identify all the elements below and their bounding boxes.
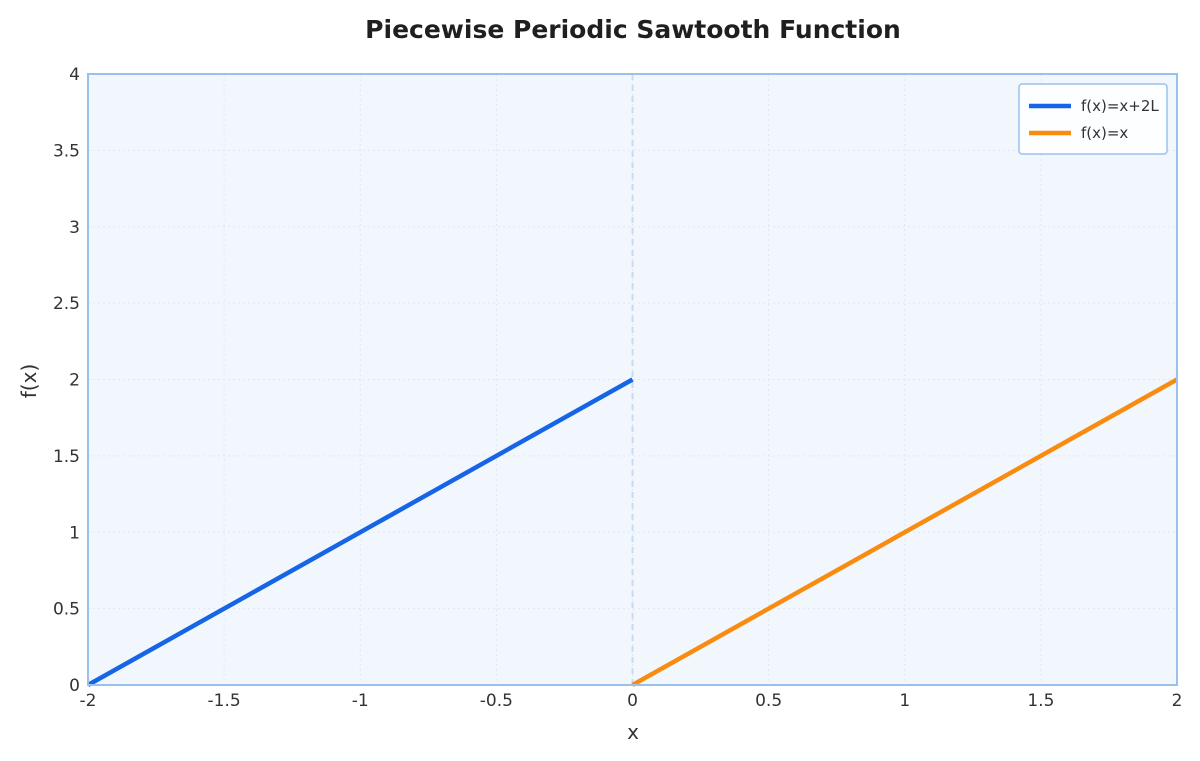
x-tick-label: 1.5 [1027, 691, 1054, 711]
plot-border [87, 73, 1178, 686]
y-tick-label: 3.5 [53, 141, 80, 161]
x-tick-label: -0.5 [480, 691, 513, 711]
y-axis-label: f(x) [17, 364, 41, 398]
legend-box [1018, 83, 1168, 155]
x-tick-label: 1 [899, 691, 910, 711]
y-tick-label: 0.5 [53, 600, 80, 620]
x-tick-label: 0.5 [755, 691, 782, 711]
y-tick-label: 0 [69, 676, 80, 696]
x-tick-label: -1.5 [208, 691, 241, 711]
legend-label-2: f(x)=x [1081, 124, 1128, 142]
y-tick-label: 2 [69, 371, 80, 391]
x-tick-label: -2 [80, 691, 97, 711]
y-tick-label: 1.5 [53, 447, 80, 467]
series-layer [86, 377, 1179, 687]
x-tick-label: 2 [1172, 691, 1183, 711]
x-axis-ticks: -2 -1.5 -1 -0.5 0 0.5 1 1.5 2 [80, 691, 1183, 711]
series-line-2 [631, 377, 1179, 687]
y-axis-ticks: 0 0.5 1 1.5 2 2.5 3 3.5 4 [53, 65, 80, 696]
y-tick-label: 4 [69, 65, 80, 85]
x-axis-label: x [627, 720, 639, 744]
y-tick-label: 1 [69, 523, 80, 543]
chart-title: Piecewise Periodic Sawtooth Function [365, 15, 901, 44]
y-tick-label: 3 [69, 218, 80, 238]
legend: f(x)=x+2L f(x)=x [1018, 83, 1168, 155]
x-tick-label: -1 [352, 691, 369, 711]
y-tick-label: 2.5 [53, 294, 80, 314]
x-tick-label: 0 [627, 691, 638, 711]
series-line-1 [86, 377, 634, 687]
legend-label-1: f(x)=x+2L [1081, 97, 1159, 115]
